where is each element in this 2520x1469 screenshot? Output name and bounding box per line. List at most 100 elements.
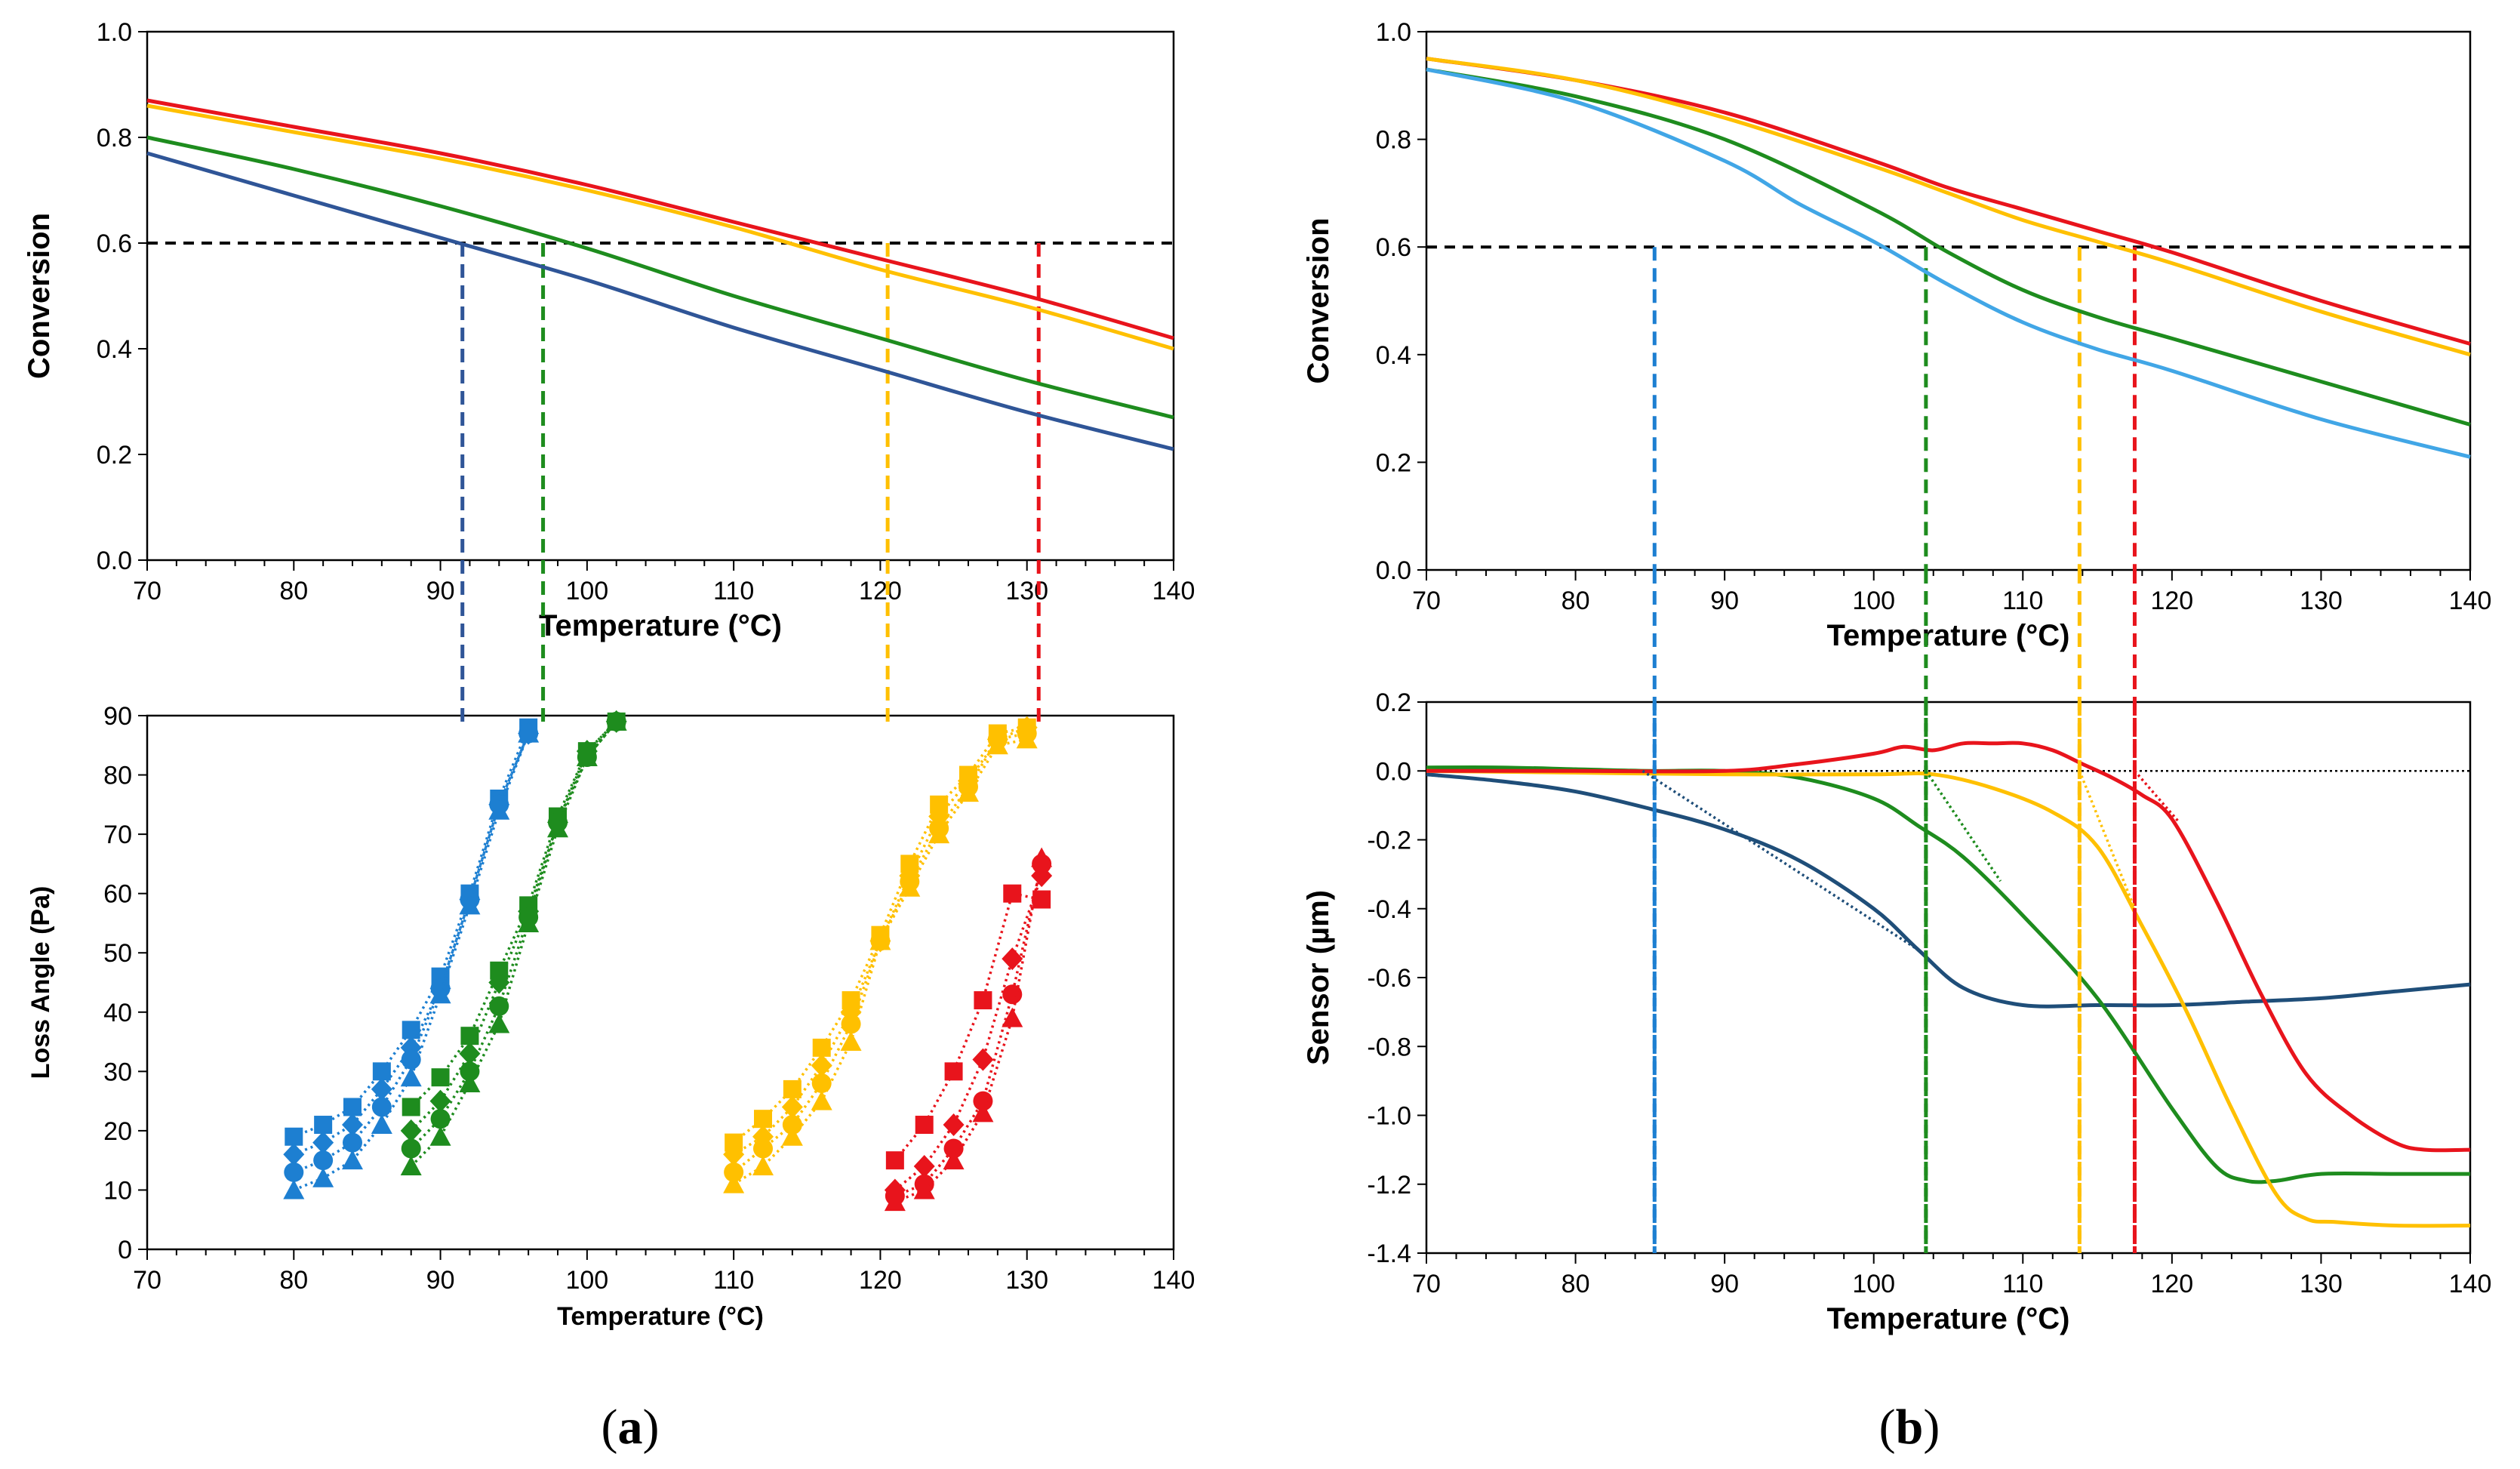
data-point-square [314,1116,333,1135]
data-point-diamond [283,1143,305,1166]
data-point-triangle [400,1067,422,1087]
y-axis-title: Conversion [1302,217,1335,383]
series-line-green-diamond [410,720,617,1132]
x-tick-label: 120 [859,577,902,605]
y-tick-label: 0.4 [1376,341,1411,370]
series-line-yellow [146,103,1174,351]
data-point-circle [1002,984,1023,1005]
y-tick-label: 0.2 [97,441,132,470]
data-point-triangle [342,1150,363,1170]
x-tick-label: 100 [565,577,608,605]
x-tick-label: 120 [2150,1270,2193,1298]
data-point-square [915,1116,934,1135]
plot-frame [146,714,1175,1251]
x-tick-label: 70 [1412,1270,1441,1298]
data-point-square [431,1068,450,1087]
data-point-circle [753,1138,773,1159]
data-point-triangle [459,895,481,915]
x-tick-label: 110 [713,1266,754,1295]
x-tick-label: 140 [2449,587,2492,615]
data-point-diamond [1002,947,1023,971]
tangent-fit-line [1925,770,2002,882]
x-tick-label: 80 [279,1266,308,1295]
x-tick-label: 130 [1005,1266,1048,1295]
x-axis-title: Temperature (°C) [539,609,782,642]
x-tick-label: 80 [1562,587,1590,615]
cross-panel-guide-lines [460,560,2137,1253]
series-line-red-diamond [894,875,1043,1191]
x-tick-label: 90 [426,577,455,605]
y-tick-label: 1.0 [97,18,132,47]
y-tick-label: 0.4 [97,335,132,364]
data-point-diamond [342,1113,363,1137]
data-point-triangle [429,984,451,1004]
data-point-triangle [488,799,510,820]
data-point-triangle [605,710,627,731]
x-tick-label: 90 [426,1266,455,1295]
x-tick-label: 110 [2002,1270,2043,1298]
data-point-square [372,1062,391,1081]
x-tick-label: 110 [713,577,754,605]
tangent-fit-line [2134,770,2181,824]
data-point-triangle [1031,847,1053,867]
x-axis-title: Temperature (°C) [1827,1302,2070,1335]
data-point-square [1003,884,1022,903]
data-point-triangle [958,782,979,802]
data-point-circle [943,1138,964,1159]
y-axis-title: Conversion [23,213,56,379]
series-line-blue [146,151,1174,451]
data-point-circle [811,1073,832,1094]
data-point-triangle [884,1191,906,1212]
data-point-triangle [913,1179,935,1200]
y-tick-label: 0.6 [97,229,132,258]
x-tick-label: 120 [2150,587,2193,615]
data-point-triangle [400,1156,422,1176]
tangent-fit-line [2078,770,2137,910]
series-line-light-blue [1426,67,2471,459]
data-point-circle [430,1109,451,1129]
series-line-red [1426,57,2471,346]
y-tick-label: 0.8 [1376,126,1411,155]
data-point-triangle [576,746,598,766]
data-point-triangle [547,818,568,838]
y-axis-title: Loss Angle (Pa) [26,886,55,1079]
data-point-circle [841,1014,861,1034]
x-tick-label: 140 [1152,1266,1195,1295]
data-point-triangle [869,930,891,950]
x-tick-label: 140 [2449,1270,2492,1298]
y-tick-label: -0.4 [1367,895,1411,924]
y-tick-label: 80 [103,762,132,790]
y-tick-label: 30 [103,1058,132,1086]
x-axis-title: Temperature (°C) [557,1302,764,1331]
data-point-square [944,1062,963,1081]
data-point-diamond [371,1077,392,1101]
data-point-triangle [429,1126,451,1146]
data-point-diamond [429,1089,451,1113]
data-point-diamond [723,1143,745,1166]
data-point-triangle [1002,1007,1023,1027]
y-tick-label: 50 [103,939,132,968]
series-line-yellow-diamond [733,726,1028,1156]
data-point-circle [313,1150,334,1171]
data-point-triangle [781,1126,803,1146]
data-point-triangle [752,1156,774,1176]
data-point-triangle [840,1031,862,1052]
chart-b-top: 70 80 90 100 110 120 130 140 0.0 0.2 0.4 0.6 0.8 1.0 T… [1302,18,2491,652]
x-tick-label: 120 [859,1266,902,1295]
data-point-diamond [400,1119,422,1142]
series-line-yellow-square [733,725,1028,1144]
y-tick-label: -0.6 [1367,964,1411,993]
data-point-diamond [312,1131,334,1154]
data-point-triangle [928,824,950,844]
y-tick-label: 90 [103,702,132,731]
series-line-navy [1426,772,2471,1009]
panel-label-b: (b) [1879,1400,1940,1455]
y-tick-label: -1.0 [1367,1102,1411,1131]
series-line-green [1426,765,2470,1184]
x-tick-label: 130 [2300,1270,2343,1298]
y-tick-label: 1.0 [1376,18,1411,47]
data-point-circle [782,1115,802,1135]
data-point-triangle [459,1073,481,1093]
data-point-triangle [723,1173,745,1193]
